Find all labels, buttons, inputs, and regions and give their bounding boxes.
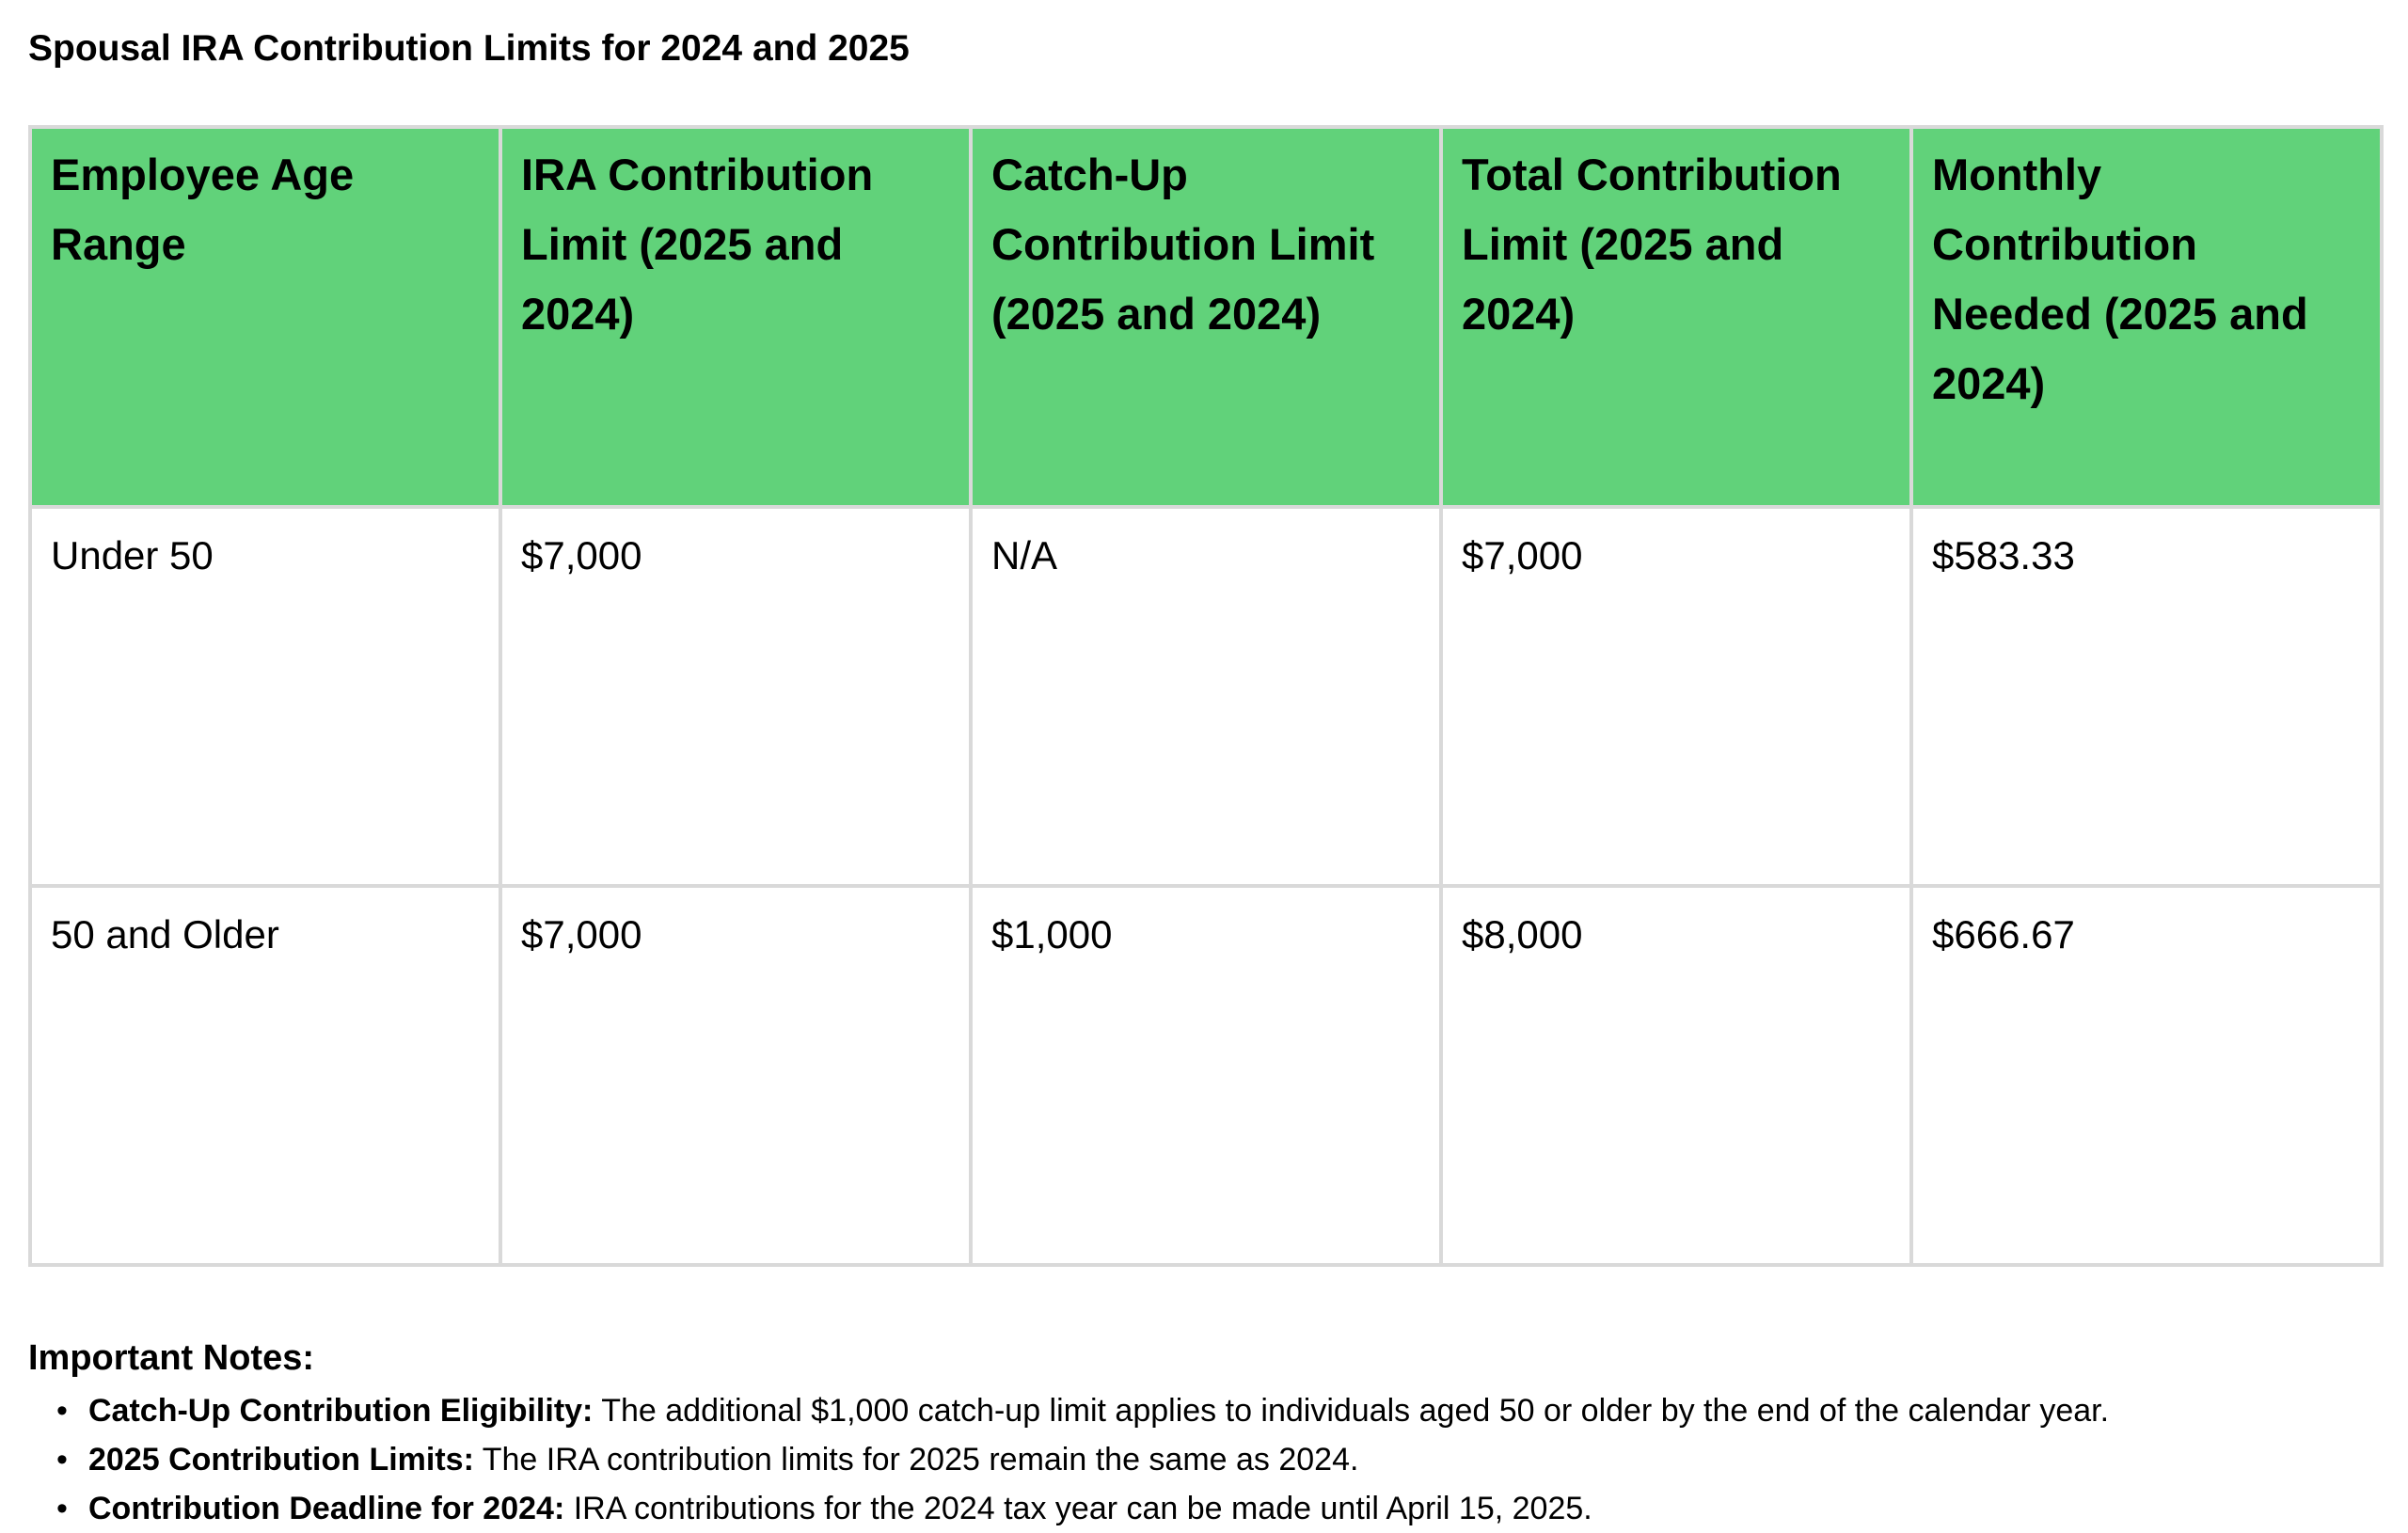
- cell-total-limit: $7,000: [1439, 505, 1913, 888]
- notes-heading: Important Notes:: [28, 1338, 314, 1378]
- header-ira-limit: IRA Contribution Limit (2025 and 2024): [499, 125, 973, 509]
- cell-ira-limit: $7,000: [499, 505, 973, 888]
- cell-catch-up-limit: N/A: [969, 505, 1443, 888]
- cell-catch-up-limit: $1,000: [969, 884, 1443, 1267]
- cell-monthly-contribution: $666.67: [1909, 884, 2384, 1267]
- notes-list: • Catch-Up Contribution Eligibility: The…: [28, 1386, 2380, 1533]
- header-monthly-contribution: Monthly Contribution Needed (2025 and 20…: [1909, 125, 2384, 509]
- bullet-icon: •: [56, 1442, 68, 1478]
- cell-ira-limit: $7,000: [499, 884, 973, 1267]
- page-title: Spousal IRA Contribution Limits for 2024…: [28, 28, 910, 69]
- note-label: Contribution Deadline for 2024:: [88, 1491, 565, 1526]
- note-text: The additional $1,000 catch-up limit app…: [593, 1393, 2110, 1429]
- note-text: The IRA contribution limits for 2025 rem…: [473, 1442, 1359, 1478]
- bullet-icon: •: [56, 1393, 68, 1429]
- important-notes: Important Notes: • Catch-Up Contribution…: [28, 1334, 2380, 1533]
- cell-total-limit: $8,000: [1439, 884, 1913, 1267]
- cell-age-range: 50 and Older: [28, 884, 502, 1267]
- header-total-limit: Total Contribution Limit (2025 and 2024): [1439, 125, 1913, 509]
- bullet-icon: •: [56, 1491, 68, 1526]
- list-item: • Catch-Up Contribution Eligibility: The…: [28, 1386, 2380, 1435]
- table-header-row: Employee Age Range IRA Contribution Limi…: [28, 125, 2384, 509]
- list-item: • Contribution Deadline for 2024: IRA co…: [28, 1484, 2380, 1533]
- note-label: 2025 Contribution Limits:: [88, 1442, 474, 1478]
- table-row: Under 50 $7,000 N/A $7,000 $583.33: [28, 505, 2384, 888]
- cell-age-range: Under 50: [28, 505, 502, 888]
- header-catch-up-limit: Catch-Up Contribution Limit (2025 and 20…: [969, 125, 1443, 509]
- note-label: Catch-Up Contribution Eligibility:: [88, 1393, 594, 1429]
- list-item: • 2025 Contribution Limits: The IRA cont…: [28, 1435, 2380, 1484]
- header-age-range: Employee Age Range: [28, 125, 502, 509]
- note-text: IRA contributions for the 2024 tax year …: [564, 1491, 1592, 1526]
- contribution-limits-table: Employee Age Range IRA Contribution Limi…: [28, 125, 2384, 1267]
- cell-monthly-contribution: $583.33: [1909, 505, 2384, 888]
- table-row: 50 and Older $7,000 $1,000 $8,000 $666.6…: [28, 884, 2384, 1267]
